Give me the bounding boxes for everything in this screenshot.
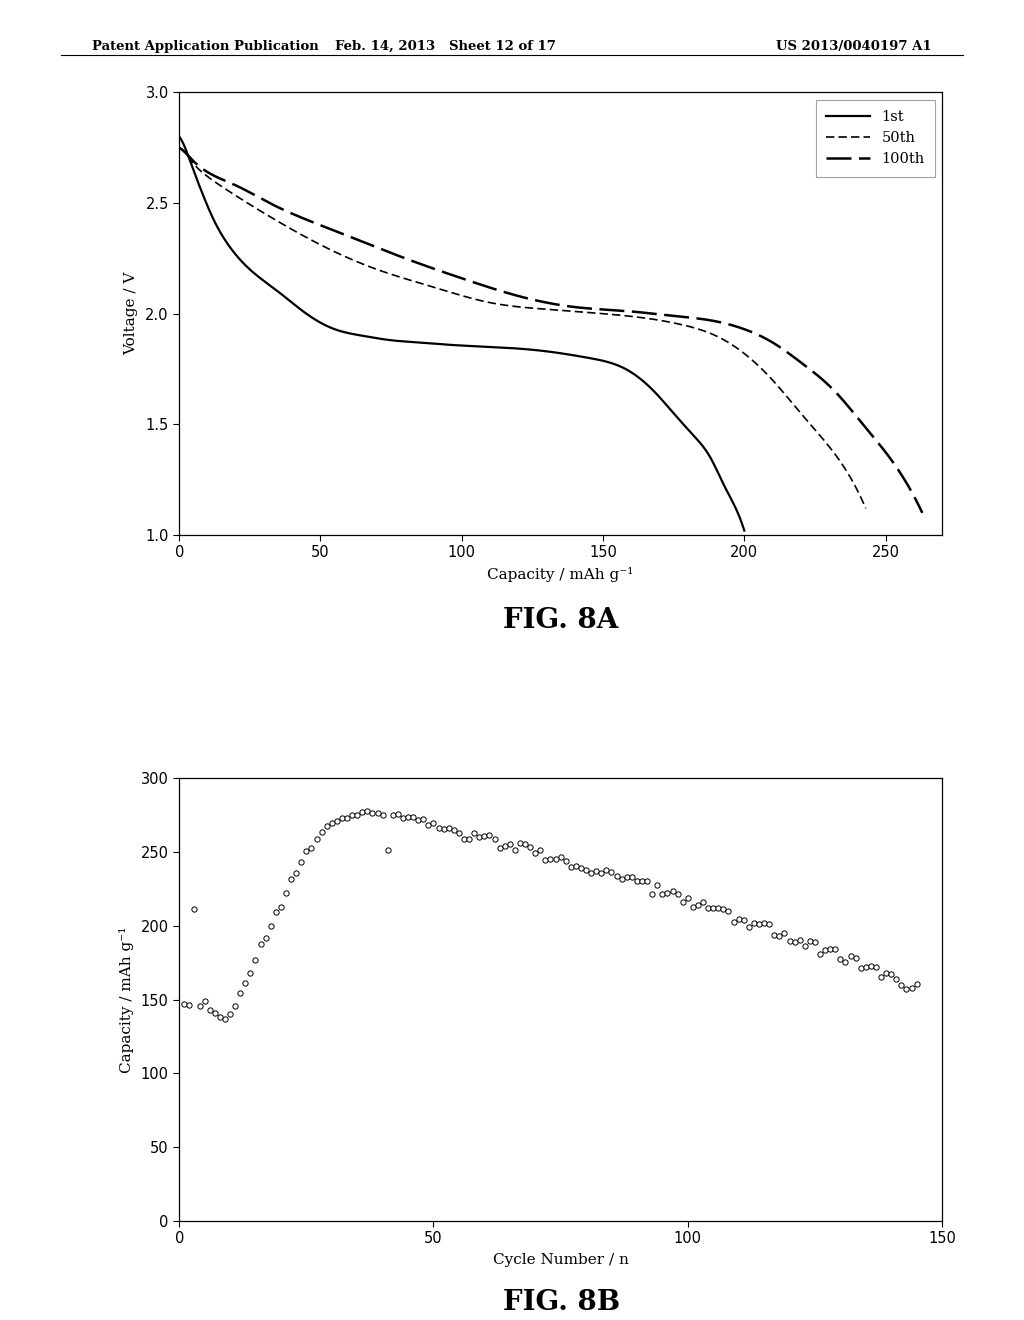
1st bbox=[602, 354, 614, 370]
Text: US 2013/0040197 A1: US 2013/0040197 A1 bbox=[776, 40, 932, 53]
50th bbox=[766, 371, 778, 387]
X-axis label: Cycle Number / n: Cycle Number / n bbox=[493, 1254, 629, 1267]
1st bbox=[501, 341, 513, 356]
100th bbox=[766, 334, 778, 350]
100th bbox=[916, 506, 929, 521]
100th bbox=[501, 285, 513, 301]
100th bbox=[683, 310, 695, 326]
Text: Feb. 14, 2013   Sheet 12 of 17: Feb. 14, 2013 Sheet 12 of 17 bbox=[335, 40, 556, 53]
Text: Patent Application Publication: Patent Application Publication bbox=[92, 40, 318, 53]
1st bbox=[738, 523, 751, 539]
1st bbox=[208, 213, 220, 228]
1st bbox=[534, 343, 546, 359]
Y-axis label: Capacity / mAh g⁻¹: Capacity / mAh g⁻¹ bbox=[119, 927, 134, 1073]
Text: FIG. 8B: FIG. 8B bbox=[503, 1290, 620, 1316]
50th bbox=[860, 500, 872, 516]
1st bbox=[659, 396, 672, 412]
Line: 100th: 100th bbox=[179, 148, 923, 513]
Line: 50th: 50th bbox=[179, 148, 866, 508]
50th bbox=[352, 255, 365, 271]
Line: 1st: 1st bbox=[179, 137, 744, 531]
Y-axis label: Voltage / V: Voltage / V bbox=[124, 272, 138, 355]
1st bbox=[173, 129, 185, 145]
100th bbox=[249, 187, 261, 203]
X-axis label: Capacity / mAh g⁻¹: Capacity / mAh g⁻¹ bbox=[487, 568, 634, 582]
100th bbox=[473, 276, 485, 292]
100th bbox=[173, 140, 185, 156]
50th bbox=[173, 140, 185, 156]
50th bbox=[466, 290, 478, 306]
Legend: 1st, 50th, 100th: 1st, 50th, 100th bbox=[816, 100, 935, 177]
100th bbox=[753, 327, 765, 343]
Text: FIG. 8A: FIG. 8A bbox=[504, 607, 618, 635]
50th bbox=[248, 199, 260, 215]
1st bbox=[516, 341, 528, 356]
50th bbox=[662, 314, 674, 330]
50th bbox=[690, 321, 702, 337]
